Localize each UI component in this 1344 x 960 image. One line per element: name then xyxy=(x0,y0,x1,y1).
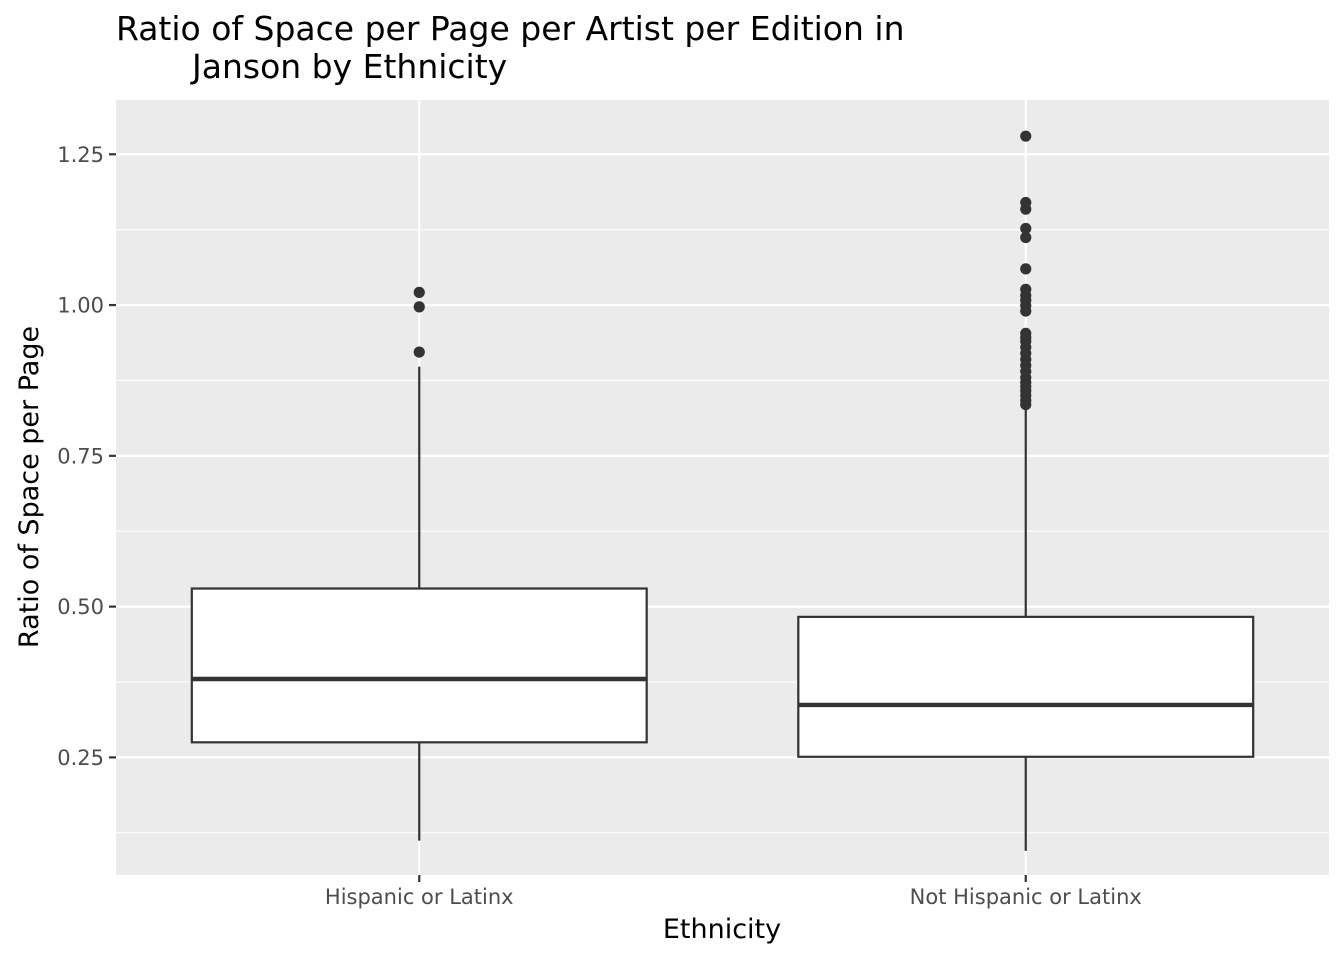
boxes xyxy=(190,130,1255,851)
chart-title-line2: Janson by Ethnicity xyxy=(192,47,508,86)
y-tick-label: 0.75 xyxy=(57,444,104,468)
outlier-point xyxy=(1020,263,1032,275)
outlier-point xyxy=(413,286,425,298)
y-tick-label: 0.50 xyxy=(57,595,104,619)
outlier-point xyxy=(1020,222,1032,235)
box-iqr xyxy=(190,587,648,744)
x-axis-title: Ethnicity xyxy=(663,914,781,945)
chart-title: Ratio of Space per Page per Artist per E… xyxy=(116,10,905,86)
outlier-point xyxy=(1020,231,1032,244)
x-axis: Hispanic or Latinx Not Hispanic or Latinx xyxy=(325,875,1142,909)
box-iqr xyxy=(797,615,1255,758)
outlier-point xyxy=(1020,283,1032,295)
outlier-point xyxy=(1020,327,1032,340)
y-tick-label: 0.25 xyxy=(57,746,104,770)
plot-panel xyxy=(116,100,1329,875)
outlier-point xyxy=(413,346,425,358)
outlier-point xyxy=(413,301,425,313)
y-tick-label: 1.00 xyxy=(57,294,104,318)
y-axis: 0.25 0.50 0.75 1.00 1.25 xyxy=(57,143,116,770)
y-tick-label: 1.25 xyxy=(57,143,104,167)
box-group xyxy=(797,130,1255,851)
outlier-point xyxy=(1020,196,1032,209)
x-tick-label: Hispanic or Latinx xyxy=(325,885,514,909)
chart-title-line1: Ratio of Space per Page per Artist per E… xyxy=(116,9,905,48)
x-tick-label: Not Hispanic or Latinx xyxy=(910,885,1142,909)
outlier-point xyxy=(1020,130,1032,142)
y-axis-title: Ratio of Space per Page xyxy=(14,326,45,648)
box-group xyxy=(190,286,648,841)
